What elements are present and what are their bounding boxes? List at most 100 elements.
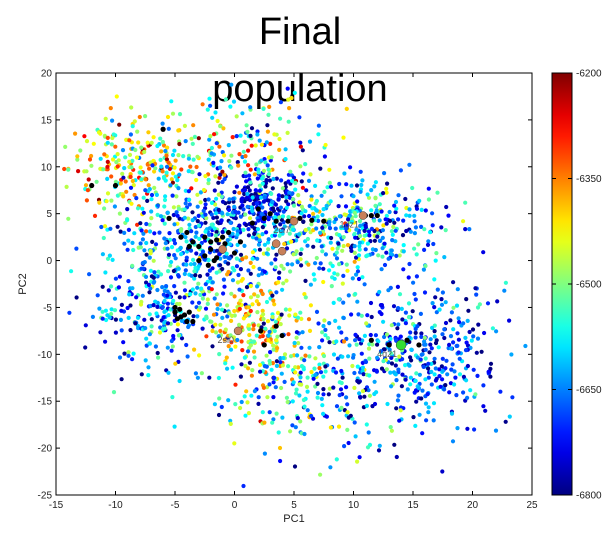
data-point	[124, 137, 129, 142]
data-point	[352, 250, 357, 255]
data-point	[220, 199, 226, 204]
data-point	[204, 216, 209, 221]
data-point	[146, 373, 151, 378]
data-point	[396, 367, 401, 372]
data-point	[414, 399, 419, 404]
data-point	[220, 211, 225, 216]
data-point	[95, 293, 100, 298]
data-point	[352, 385, 357, 390]
data-point	[269, 191, 274, 196]
data-point	[242, 159, 248, 164]
data-point	[279, 385, 284, 391]
data-point	[155, 350, 160, 356]
data-point	[295, 315, 301, 320]
data-point	[433, 258, 438, 263]
data-point	[143, 274, 149, 279]
data-point	[390, 232, 395, 237]
data-point	[249, 373, 254, 378]
data-point	[238, 252, 244, 257]
data-point	[207, 226, 212, 231]
data-point	[417, 198, 422, 203]
data-point	[269, 155, 274, 160]
data-point	[397, 418, 402, 423]
data-point	[353, 332, 358, 337]
data-point	[448, 334, 454, 339]
data-point	[249, 205, 254, 210]
data-point	[226, 398, 231, 403]
data-point	[118, 181, 123, 186]
data-point	[394, 378, 399, 383]
data-point	[141, 266, 146, 271]
data-point	[321, 374, 326, 379]
data-point	[293, 312, 298, 317]
data-point	[419, 352, 424, 357]
data-point	[449, 411, 455, 416]
data-point	[266, 333, 271, 338]
data-point	[101, 235, 106, 241]
black-point	[205, 262, 211, 268]
data-point	[423, 208, 428, 213]
data-point	[188, 164, 193, 169]
data-point	[277, 215, 282, 220]
data-point	[313, 372, 318, 378]
data-point	[182, 295, 187, 300]
data-point	[184, 342, 189, 348]
data-point	[84, 169, 89, 174]
data-point	[145, 140, 150, 145]
data-point	[268, 141, 273, 146]
data-point	[479, 349, 484, 354]
data-point	[138, 165, 143, 170]
data-point	[230, 365, 235, 370]
data-point	[357, 240, 362, 245]
colorbar-tick-label: -6800	[576, 491, 602, 502]
data-point	[162, 197, 168, 203]
data-point	[165, 145, 170, 150]
data-point	[407, 207, 412, 212]
data-point	[96, 130, 102, 135]
data-point	[430, 301, 435, 306]
data-point	[74, 246, 79, 251]
data-point	[349, 219, 354, 224]
data-point	[432, 334, 437, 339]
data-point	[239, 362, 244, 367]
data-point	[129, 105, 134, 110]
data-point	[169, 245, 175, 250]
data-point	[266, 172, 272, 177]
data-point	[213, 110, 218, 115]
data-point	[220, 229, 225, 235]
data-point	[385, 181, 390, 186]
data-point	[443, 300, 448, 305]
data-point	[389, 248, 394, 253]
data-point	[363, 225, 368, 230]
data-point	[465, 363, 470, 369]
data-point	[481, 250, 486, 255]
data-point	[170, 193, 175, 198]
data-point	[109, 198, 114, 203]
data-point	[271, 380, 276, 385]
data-point	[121, 175, 126, 180]
data-point	[83, 183, 89, 188]
data-point	[144, 280, 149, 285]
data-point	[357, 244, 362, 249]
data-point	[378, 349, 384, 354]
black-point	[174, 316, 180, 322]
data-point	[341, 300, 346, 305]
data-point	[120, 148, 126, 153]
data-point	[197, 172, 202, 177]
data-point	[435, 190, 440, 195]
data-point	[255, 284, 260, 289]
data-point	[299, 345, 304, 350]
data-point	[220, 150, 225, 155]
data-point	[307, 213, 312, 219]
labeled-point	[233, 326, 243, 336]
data-point	[336, 241, 341, 246]
data-point	[270, 206, 276, 211]
data-point	[200, 326, 205, 331]
data-point	[439, 302, 445, 307]
data-point	[488, 361, 494, 366]
data-point	[388, 370, 393, 375]
data-point	[225, 303, 230, 308]
data-point	[196, 300, 202, 305]
data-point	[110, 257, 115, 262]
data-point	[287, 190, 292, 195]
